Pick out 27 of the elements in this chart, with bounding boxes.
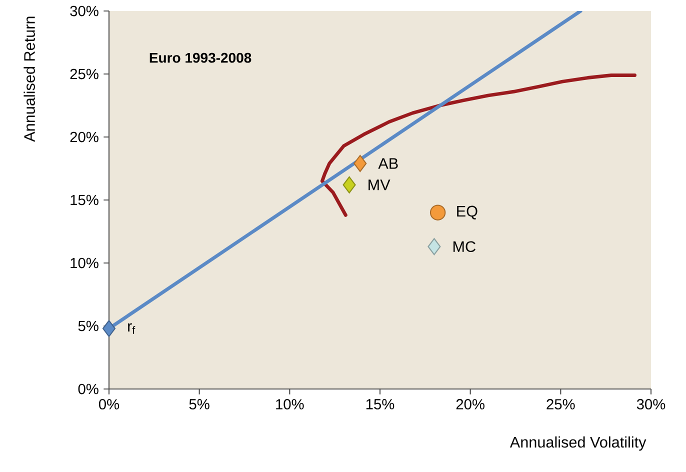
- text: Euro 1993-2008: [150, 52, 252, 63]
- series-label: EQ: [457, 206, 478, 220]
- point: [354, 154, 367, 172]
- y-tick-label: 15%: [70, 194, 98, 206]
- y-tick-label: 25%: [70, 68, 98, 80]
- x-tick-label: 20%: [456, 399, 484, 410]
- x-tick-label: 0%: [98, 399, 120, 410]
- x-tick-label: 30%: [636, 399, 666, 410]
- y-tick-label: 0%: [78, 384, 98, 394]
- x-tick-label: 10%: [276, 399, 304, 410]
- point: [102, 320, 116, 338]
- point: [428, 238, 441, 256]
- x-tick-label: 25%: [546, 399, 575, 410]
- series-label: r$_{f}$: [128, 323, 136, 334]
- series-label: AB: [378, 158, 398, 169]
- series-label: MV: [368, 180, 390, 190]
- y-tick-label: 30%: [70, 6, 98, 16]
- series-label: MC: [454, 241, 476, 252]
- y-axis-title: Annualised Return: [24, 16, 35, 142]
- point: [342, 176, 356, 194]
- point: [430, 204, 446, 220]
- x-axis-title: Annualised Volatility: [510, 436, 646, 451]
- y-tick-label: 20%: [70, 132, 98, 142]
- x-tick-label: 5%: [189, 399, 210, 410]
- y-tick-label: 10%: [70, 258, 98, 268]
- y-tick-label: 5%: [78, 320, 98, 332]
- x-tick-label: 15%: [366, 399, 394, 410]
